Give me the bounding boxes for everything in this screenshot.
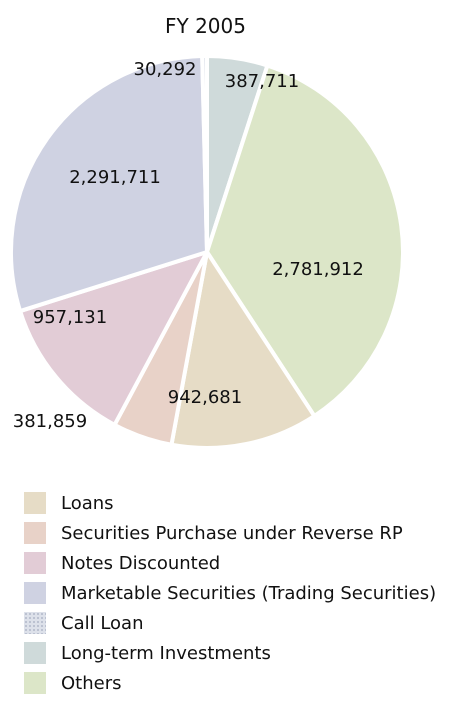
legend-label: Securities Purchase under Reverse RP bbox=[61, 522, 403, 544]
legend-label: Marketable Securities (Trading Securitie… bbox=[61, 582, 437, 604]
legend-item-reverse-rp: Securities Purchase under Reverse RP bbox=[24, 518, 436, 548]
pie-slice-others bbox=[205, 63, 405, 418]
legend-swatch-marketable-securities bbox=[24, 582, 46, 604]
legend-label: Notes Discounted bbox=[61, 552, 221, 574]
legend-label: Others bbox=[61, 672, 122, 694]
pie-slice-marketable-securities-trading-securities bbox=[9, 54, 209, 314]
chart-title: FY 2005 bbox=[165, 14, 246, 38]
slice-value-label: 30,292 bbox=[134, 59, 197, 80]
pie-chart: 387,711 2,781,912 942,681 381,859 957,131 2,2… bbox=[9, 54, 405, 450]
pie-slice-loans bbox=[169, 250, 317, 450]
legend-label: Call Loan bbox=[61, 612, 144, 634]
legend-swatch-reverse-rp bbox=[24, 522, 46, 544]
pie-slice-notes-discounted bbox=[18, 250, 209, 427]
legend-label: Long-term Investments bbox=[61, 642, 271, 664]
legend-swatch-loans bbox=[24, 492, 46, 514]
legend-item-others: Others bbox=[24, 668, 436, 698]
legend-item-long-term-investments: Long-term Investments bbox=[24, 638, 436, 668]
slice-value-label: 957,131 bbox=[33, 307, 107, 328]
slice-value-label: 381,859 bbox=[13, 411, 87, 432]
legend-swatch-others bbox=[24, 672, 46, 694]
slice-value-label: 942,681 bbox=[168, 387, 242, 408]
legend-item-marketable-securities: Marketable Securities (Trading Securitie… bbox=[24, 578, 436, 608]
legend-label: Loans bbox=[61, 492, 114, 514]
legend-item-notes-discounted: Notes Discounted bbox=[24, 548, 436, 578]
legend-swatch-notes-discounted bbox=[24, 552, 46, 574]
pie-slice-call-loan bbox=[200, 54, 209, 254]
slice-value-label: 387,711 bbox=[225, 71, 299, 92]
legend-swatch-long-term-investments bbox=[24, 642, 46, 664]
legend-item-call-loan: Call Loan bbox=[24, 608, 436, 638]
legend-swatch-call-loan bbox=[24, 612, 46, 634]
slice-value-label: 2,781,912 bbox=[272, 259, 364, 280]
slice-value-label: 2,291,711 bbox=[69, 167, 161, 188]
chart-legend: Loans Securities Purchase under Reverse … bbox=[24, 488, 436, 698]
legend-item-loans: Loans bbox=[24, 488, 436, 518]
